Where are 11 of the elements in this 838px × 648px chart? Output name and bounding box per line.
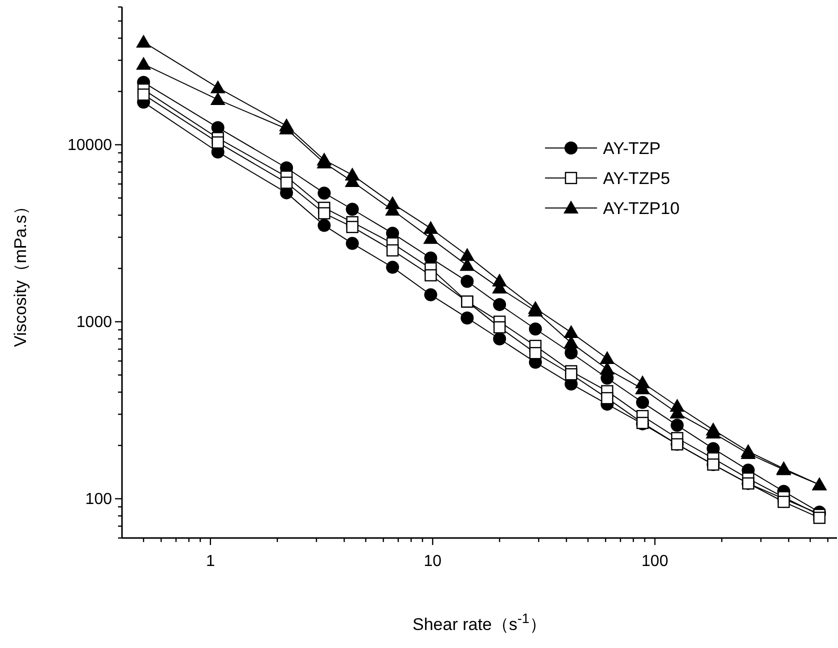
y-axis-title: Viscosity（mPa.s） <box>11 198 30 347</box>
y-tick-label: 10000 <box>68 137 112 154</box>
x-axis-title: Shear rate（s$^{-1}$） <box>412 610 546 634</box>
y-tick-label: 100 <box>85 491 112 508</box>
x-tick-label: 10 <box>424 553 442 570</box>
x-tick-label: 100 <box>642 553 668 570</box>
x-tick-label: 1 <box>206 553 215 570</box>
legend-label: AY-TZP <box>603 139 661 158</box>
legend-label: AY-TZP10 <box>603 199 680 218</box>
legend-label: AY-TZP5 <box>603 169 670 188</box>
y-tick-label: 1000 <box>76 314 112 332</box>
